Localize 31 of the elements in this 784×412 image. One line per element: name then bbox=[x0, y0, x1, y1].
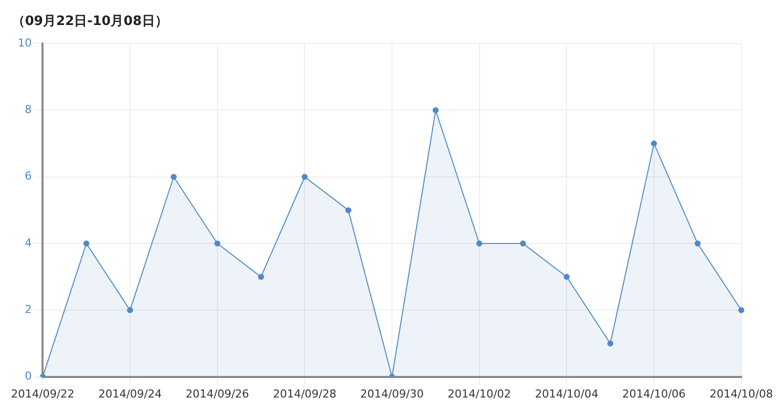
point bbox=[214, 240, 220, 247]
point bbox=[694, 240, 701, 247]
point bbox=[345, 207, 352, 214]
y-tick-label: 8 bbox=[24, 103, 32, 116]
y-tick-label: 10 bbox=[18, 36, 32, 50]
x-tick-label: 2014/10/04 bbox=[534, 387, 598, 400]
y-tick-label: 4 bbox=[24, 236, 32, 250]
x-tick-label: 2014/09/22 bbox=[10, 387, 74, 400]
y-tick-label: 0 bbox=[24, 370, 32, 383]
point bbox=[127, 307, 134, 314]
point bbox=[476, 240, 482, 247]
point bbox=[83, 240, 90, 247]
point bbox=[564, 274, 570, 280]
x-tick-label: 2014/10/02 bbox=[448, 387, 512, 400]
y-tick-label: 6 bbox=[24, 170, 32, 183]
chart-title: （09月22日-10月08日） bbox=[12, 14, 168, 30]
x-tick-label: 2014/09/26 bbox=[186, 387, 250, 400]
point bbox=[738, 307, 744, 314]
point bbox=[258, 274, 264, 280]
point bbox=[520, 240, 526, 247]
y-tick-label: 2 bbox=[24, 303, 32, 316]
x-tick-label: 2014/09/24 bbox=[98, 387, 162, 400]
x-tick-label: 2014/10/06 bbox=[622, 387, 686, 400]
point bbox=[302, 174, 308, 180]
point bbox=[170, 174, 177, 180]
x-tick-label: 2014/09/30 bbox=[360, 387, 424, 400]
x-tick-label: 2014/10/08 bbox=[710, 387, 774, 400]
point bbox=[650, 140, 657, 147]
x-tick-label: 2014/09/28 bbox=[272, 387, 336, 400]
point bbox=[607, 340, 614, 346]
point bbox=[432, 107, 439, 114]
